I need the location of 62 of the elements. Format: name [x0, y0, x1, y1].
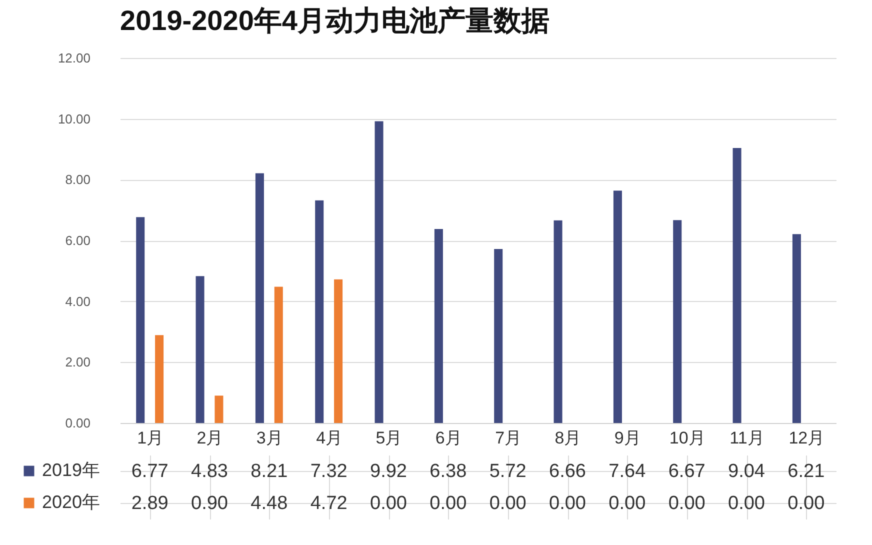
bar [136, 217, 145, 423]
bar [613, 190, 622, 423]
y-tick-label: 2.00 [65, 354, 90, 370]
bar [374, 121, 384, 423]
data-label: 6.66 [549, 461, 586, 482]
data-label: 9.92 [370, 461, 407, 482]
y-tick-label: 10.00 [58, 111, 90, 126]
bar [155, 335, 164, 423]
data-label: 0.00 [430, 493, 467, 514]
bar [434, 228, 443, 423]
x-tick-label: 6月 [435, 428, 462, 448]
x-tick-label: 5月 [376, 428, 402, 448]
data-label: 2.89 [131, 493, 168, 514]
x-tick-label: 1月 [137, 428, 164, 448]
data-label: 6.21 [788, 461, 825, 482]
data-label: 8.21 [250, 461, 288, 482]
x-tick-label: 12月 [788, 428, 825, 448]
x-tick-label: 9月 [614, 428, 641, 448]
data-label: 9.04 [728, 461, 766, 482]
bar [673, 220, 682, 423]
x-tick-label: 10月 [669, 428, 706, 448]
x-tick-label: 3月 [256, 428, 283, 448]
y-tick-label: 12.00 [58, 50, 90, 66]
data-label: 6.67 [668, 461, 706, 482]
chart-title: 2019-2020年4月动力电池产量数据 [120, 5, 550, 36]
bar [255, 173, 264, 423]
data-label: 6.38 [430, 461, 467, 482]
bar [334, 279, 343, 423]
data-label: 0.00 [668, 493, 706, 514]
legend-label: 2020年 [42, 492, 100, 512]
data-label: 0.00 [608, 493, 646, 514]
x-tick-label: 11月 [730, 428, 764, 448]
bar [494, 249, 503, 423]
y-tick-label: 6.00 [65, 233, 90, 248]
bar [792, 234, 801, 423]
data-label: 0.90 [191, 493, 228, 514]
y-tick-label: 4.00 [65, 294, 90, 309]
y-tick-label: 0.00 [65, 416, 90, 430]
bar [315, 200, 324, 423]
data-label: 5.72 [489, 461, 526, 482]
bar [732, 148, 742, 423]
bar [554, 220, 562, 423]
bar [196, 276, 204, 423]
data-label: 4.72 [310, 493, 348, 514]
data-label: 0.00 [489, 493, 526, 514]
data-label: 4.83 [191, 461, 228, 482]
x-tick-label: 2月 [196, 428, 224, 448]
data-label: 7.64 [608, 461, 646, 482]
data-label: 6.77 [131, 461, 168, 482]
x-tick-label: 7月 [495, 428, 522, 448]
data-label: 4.48 [250, 493, 288, 514]
x-tick-label: 8月 [554, 428, 582, 448]
data-label: 0.00 [370, 493, 407, 514]
data-label: 0.00 [549, 493, 586, 514]
bar [274, 286, 283, 423]
legend-label: 2019年 [42, 460, 100, 480]
bar [214, 396, 224, 423]
data-label: 0.00 [728, 493, 765, 514]
y-tick-label: 8.00 [65, 172, 90, 188]
data-label: 0.00 [788, 493, 825, 514]
data-label: 7.32 [310, 461, 348, 482]
x-tick-label: 4月 [316, 428, 343, 448]
